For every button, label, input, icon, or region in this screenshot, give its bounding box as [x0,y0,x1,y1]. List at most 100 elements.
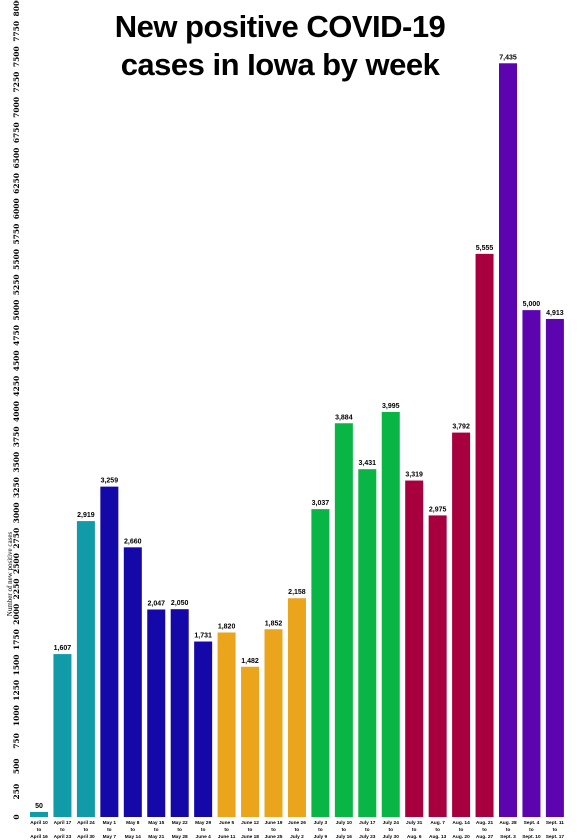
x-category-label: Sept. 17 [546,834,565,840]
x-category-label: July 9 [314,834,328,840]
bar-value-label: 3,259 [101,478,119,485]
x-category-label: Aug. 27 [476,834,494,840]
bar-value-label: 5,000 [523,301,541,308]
x-category-label: June 25 [265,834,283,840]
y-tick-label: 8000 [12,0,21,16]
x-category-label: Aug. 20 [452,834,470,840]
x-category-label: June 26 [288,820,306,826]
bar [287,598,306,817]
bar-value-label: 2,660 [124,538,142,545]
bar-value-label: 2,158 [288,589,306,596]
bar-value-label: 3,995 [382,403,400,410]
bar-value-label: 50 [35,803,43,810]
x-category-label: to [37,827,42,833]
bar-value-label: 2,050 [171,600,189,607]
bar [452,432,471,817]
x-category-label: June 19 [265,820,283,826]
x-category-label: April 30 [77,834,95,840]
y-tick-label: 4500 [12,350,21,371]
chart-title: New positive COVID-19 cases in Iowa by w… [60,8,500,84]
y-tick-label: 750 [12,733,21,749]
chart-title-line-1: New positive COVID-19 [114,9,446,44]
bar [358,469,377,817]
x-category-label: to [177,827,182,833]
bar-value-label: 3,037 [312,500,330,507]
bar-value-label: 1,607 [54,645,72,652]
bar-value-label: 1,731 [194,633,212,640]
bar-value-label: 3,319 [405,472,423,479]
x-category-label: to [60,827,65,833]
y-tick-label: 3750 [12,426,21,447]
bar [76,521,95,817]
x-category-label: June 18 [241,834,259,840]
x-category-label: July 16 [336,834,353,840]
y-tick-label: 2500 [12,553,21,574]
y-tick-label: 3000 [12,502,21,523]
y-tick-label: 1500 [12,655,21,676]
y-tick-label: 4750 [12,325,21,346]
x-category-label: to [318,827,323,833]
y-tick-label: 4000 [12,401,21,422]
bar-value-label: 1,820 [218,624,236,631]
bar [241,666,260,817]
y-tick-label: 1250 [12,680,21,701]
bar [311,509,330,817]
x-category-label: to [248,827,253,833]
y-tick-label: 5000 [12,300,21,321]
y-tick-label: 250 [12,784,21,800]
bar-value-label: 3,884 [335,414,353,421]
x-category-label: to [201,827,206,833]
bar-value-label: 1,852 [265,620,283,627]
chart-title-line-2: cases in Iowa by week [120,47,440,82]
x-category-label: to [435,827,440,833]
x-category-label: June 12 [241,820,259,826]
x-category-label: June 4 [196,834,212,840]
y-tick-label: 500 [12,758,21,774]
x-category-label: May 29 [195,820,211,826]
x-category-label: to [84,827,89,833]
x-category-label: Aug. 21 [476,820,494,826]
bar [522,310,541,818]
x-category-label: April 23 [54,834,72,840]
y-tick-label: 6750 [12,122,21,143]
x-category-label: May 22 [172,820,188,826]
bar-value-label: 4,913 [546,310,564,317]
bar [264,629,283,817]
y-tick-label: 1750 [12,629,21,650]
x-category-label: May 21 [148,834,164,840]
x-category-label: May 15 [148,820,164,826]
y-tick-label: 4250 [12,376,21,397]
bar [217,632,236,817]
x-category-label: July 3 [314,820,328,826]
x-category-label: to [271,827,276,833]
x-category-label: to [388,827,393,833]
x-category-label: July 24 [383,820,400,826]
y-tick-label: 7000 [12,97,21,118]
x-category-label: May 14 [125,834,141,840]
y-tick-label: 5750 [12,224,21,245]
x-category-label: to [107,827,112,833]
x-category-label: to [506,827,511,833]
bar-value-label: 2,047 [147,600,165,607]
y-tick-label: 3250 [12,477,21,498]
y-tick-label: 6500 [12,148,21,169]
y-tick-label: 7250 [12,72,21,93]
y-tick-label: 0 [12,814,21,819]
bar-value-label: 7,435 [499,54,517,61]
x-category-label: July 10 [336,820,353,826]
bar [53,654,72,817]
x-category-label: July 2 [290,834,304,840]
x-category-label: Sept. 4 [524,820,540,826]
x-category-label: to [342,827,347,833]
y-tick-label: 3500 [12,452,21,473]
bar [428,515,447,817]
bar [194,641,213,817]
x-category-label: May 8 [126,820,140,826]
x-category-label: May 1 [103,820,117,826]
x-category-label: Aug. 13 [429,834,447,840]
x-category-label: June 5 [219,820,235,826]
bars [30,63,564,818]
bar [100,486,119,817]
bar [334,423,353,817]
